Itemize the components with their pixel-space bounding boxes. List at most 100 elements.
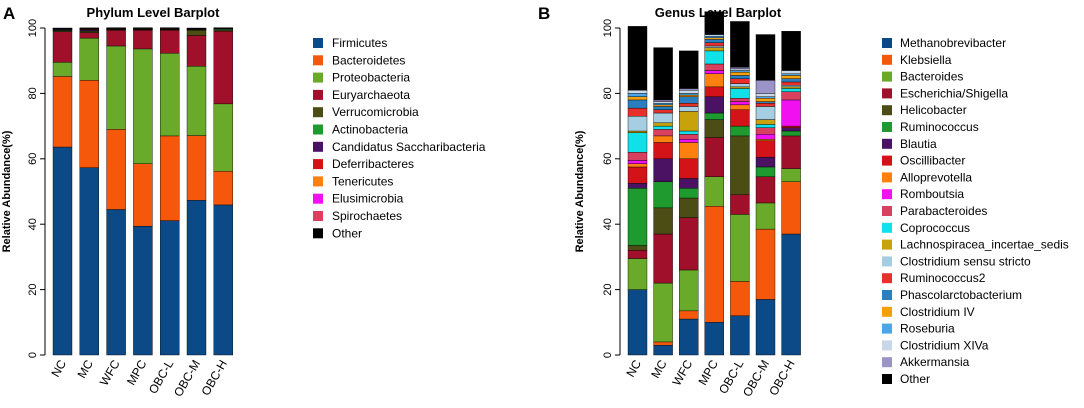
bar-segment-nc-bacteroidetes [53,76,72,147]
y-tick-label-60: 60 [27,153,39,165]
bar-segment-mpc-phascolarctobacterium [705,39,724,42]
bar-segment-obc-m-klebsiella [756,229,775,299]
bar-segment-obc-l-ruminococcus2 [730,79,749,84]
x-tick-label-mc: MC [74,357,96,380]
bar-segment-nc-firmicutes [53,147,72,355]
legend-swatch-parabacteroides [882,206,892,216]
bar-segment-mpc-roseburia [705,36,724,38]
bar-segment-mc-bacteroides [654,283,673,342]
bar-segment-mpc-lachnospiracea-incertae-sedis [705,48,724,51]
legend-label-alloprevotella: Alloprevotella [900,170,972,184]
bar-segment-obc-l-bacteroides [730,214,749,281]
legend-swatch-actinobacteria [313,125,323,135]
bar-segment-wfc-blautia [679,178,698,188]
y-tick-label-0: 0 [27,352,39,358]
bar-segment-obc-h-coprococcus [782,88,801,91]
legend-label-firmicutes: Firmicutes [332,36,387,50]
legend-swatch-helicobacter [882,105,892,115]
y-tick-label-40: 40 [602,218,614,230]
bar-segment-obc-m-other [756,35,775,81]
bar-segment-obc-l-klebsiella [730,281,749,315]
bar-segment-mc-oscillibacter [654,142,673,158]
bar-segment-nc-parabacteroides [628,152,647,160]
bar-segment-obc-h-euryarchaeota [214,31,233,104]
bar-segment-mpc-other [705,12,724,35]
bar-segment-mpc-romboutsia [705,71,724,74]
bar-segment-mpc-klebsiella [705,206,724,322]
bar-segment-mpc-clostridium-sensu-stricto [705,46,724,48]
bar-segment-obc-h-lachnospiracea-incertae-sedis [782,87,801,89]
legend-swatch-euryarchaeota [313,90,323,100]
legend-label-elusimicrobia: Elusimicrobia [332,192,404,206]
bar-segment-nc-euryarchaeota [53,32,72,63]
x-tick-label-mc: MC [648,357,670,380]
bar-segment-wfc-helicobacter [679,198,698,218]
bar-segment-mpc-escherichia-shigella [705,138,724,177]
bar-segment-mpc-parabacteroides [705,64,724,71]
bar-segment-obc-l-clostridium-sensu-stricto [730,84,749,87]
legend-label-spirochaetes: Spirochaetes [332,209,402,223]
bar-segment-obc-h-parabacteroides [782,92,801,100]
legend-swatch-escherichia-shigella [882,88,892,98]
y-tick-label-100: 100 [27,19,39,37]
bar-segment-obc-m-alloprevotella [756,139,775,141]
bar-segment-mpc-methanobrevibacter [705,322,724,355]
bar-segment-obc-m-methanobrevibacter [756,299,775,355]
legend-swatch-tenericutes [313,176,323,186]
bar-segment-mpc-coprococcus [705,51,724,64]
bar-segment-obc-m-roseburia [756,97,775,99]
bar-segment-mc-helicobacter [654,208,673,234]
bar-segment-mpc-oscillibacter [705,87,724,97]
bar-segment-obc-l-bacteroidetes [160,136,179,221]
x-tick-label-mpc: MPC [124,357,150,387]
bar-segment-obc-l-firmicutes [160,221,179,355]
bar-segment-wfc-oscillibacter [679,159,698,179]
bar-segment-mc-parabacteroides [654,129,673,136]
bar-segment-obc-m-clostridium-sensu-stricto [756,106,775,119]
bar-segment-obc-h-ruminococcus [782,131,801,136]
legend-swatch-clostridium-xiva [882,340,892,350]
bar-segment-obc-h-oscillibacter [782,126,801,128]
bar-segment-mpc-firmicutes [133,226,152,355]
x-tick-label-wfc: WFC [670,357,696,388]
legend-swatch-other [313,228,323,238]
bar-segment-nc-roseburia [628,93,647,96]
y-tick-label-20: 20 [602,283,614,295]
y-axis-label: Relative Abundance(%) [574,130,586,252]
legend-swatch-verrucomicrobia [313,107,323,117]
bar-segment-mpc-alloprevotella [705,74,724,87]
bar-segment-wfc-euryarchaeota [107,30,126,46]
bar-segment-obc-h-proteobacteria [214,104,233,171]
legend-label-parabacteroides: Parabacteroides [900,204,987,218]
bar-segment-obc-l-coprococcus [730,88,749,98]
legend-label-bacteroides: Bacteroides [900,70,963,84]
bar-segment-wfc-lachnospiracea-incertae-sedis [679,111,698,131]
legend-label-verrucomicrobia: Verrucomicrobia [332,105,419,119]
bar-segment-obc-l-escherichia-shigella [730,195,749,215]
legend-label-lachnospiracea-incertae-sedis: Lachnospiracea_incertae_sedis [900,238,1069,252]
bar-segment-obc-l-akkermansia [730,67,749,69]
bar-segment-wfc-methanobrevibacter [679,319,698,355]
legend-swatch-ruminococcus [882,122,892,132]
bar-segment-obc-m-ruminococcus2 [756,103,775,106]
bar-segment-wfc-bacteroidetes [107,129,126,209]
legend-swatch-phascolarctobacterium [882,290,892,300]
legend-label-candidatus-saccharibacteria: Candidatus Saccharibacteria [332,140,486,154]
bar-segment-obc-l-roseburia [730,71,749,73]
bar-segment-nc-lachnospiracea-incertae-sedis [628,131,647,133]
bar-segment-mpc-clostridium-xiva [705,35,724,37]
bar-segment-wfc-parabacteroides [679,134,698,139]
bar-segment-mc-clostridium-xiva [654,102,673,104]
legend-label-escherichia-shigella: Escherichia/Shigella [900,86,1008,100]
bar-segment-obc-l-clostridium-iv [730,72,749,75]
bar-segment-obc-l-proteobacteria [160,53,179,136]
bar-segment-wfc-ruminococcus2 [679,103,698,106]
bar-segment-obc-l-methanobrevibacter [730,316,749,355]
legend-swatch-bacteroides [882,72,892,82]
panel-letter-a: A [3,4,15,23]
y-tick-label-20: 20 [27,283,39,295]
bar-segment-mc-coprococcus [654,126,673,129]
bar-segment-obc-m-romboutsia [756,134,775,139]
bar-segment-mc-clostridium-iv [654,105,673,107]
bar-segment-obc-m-firmicutes [187,200,206,355]
